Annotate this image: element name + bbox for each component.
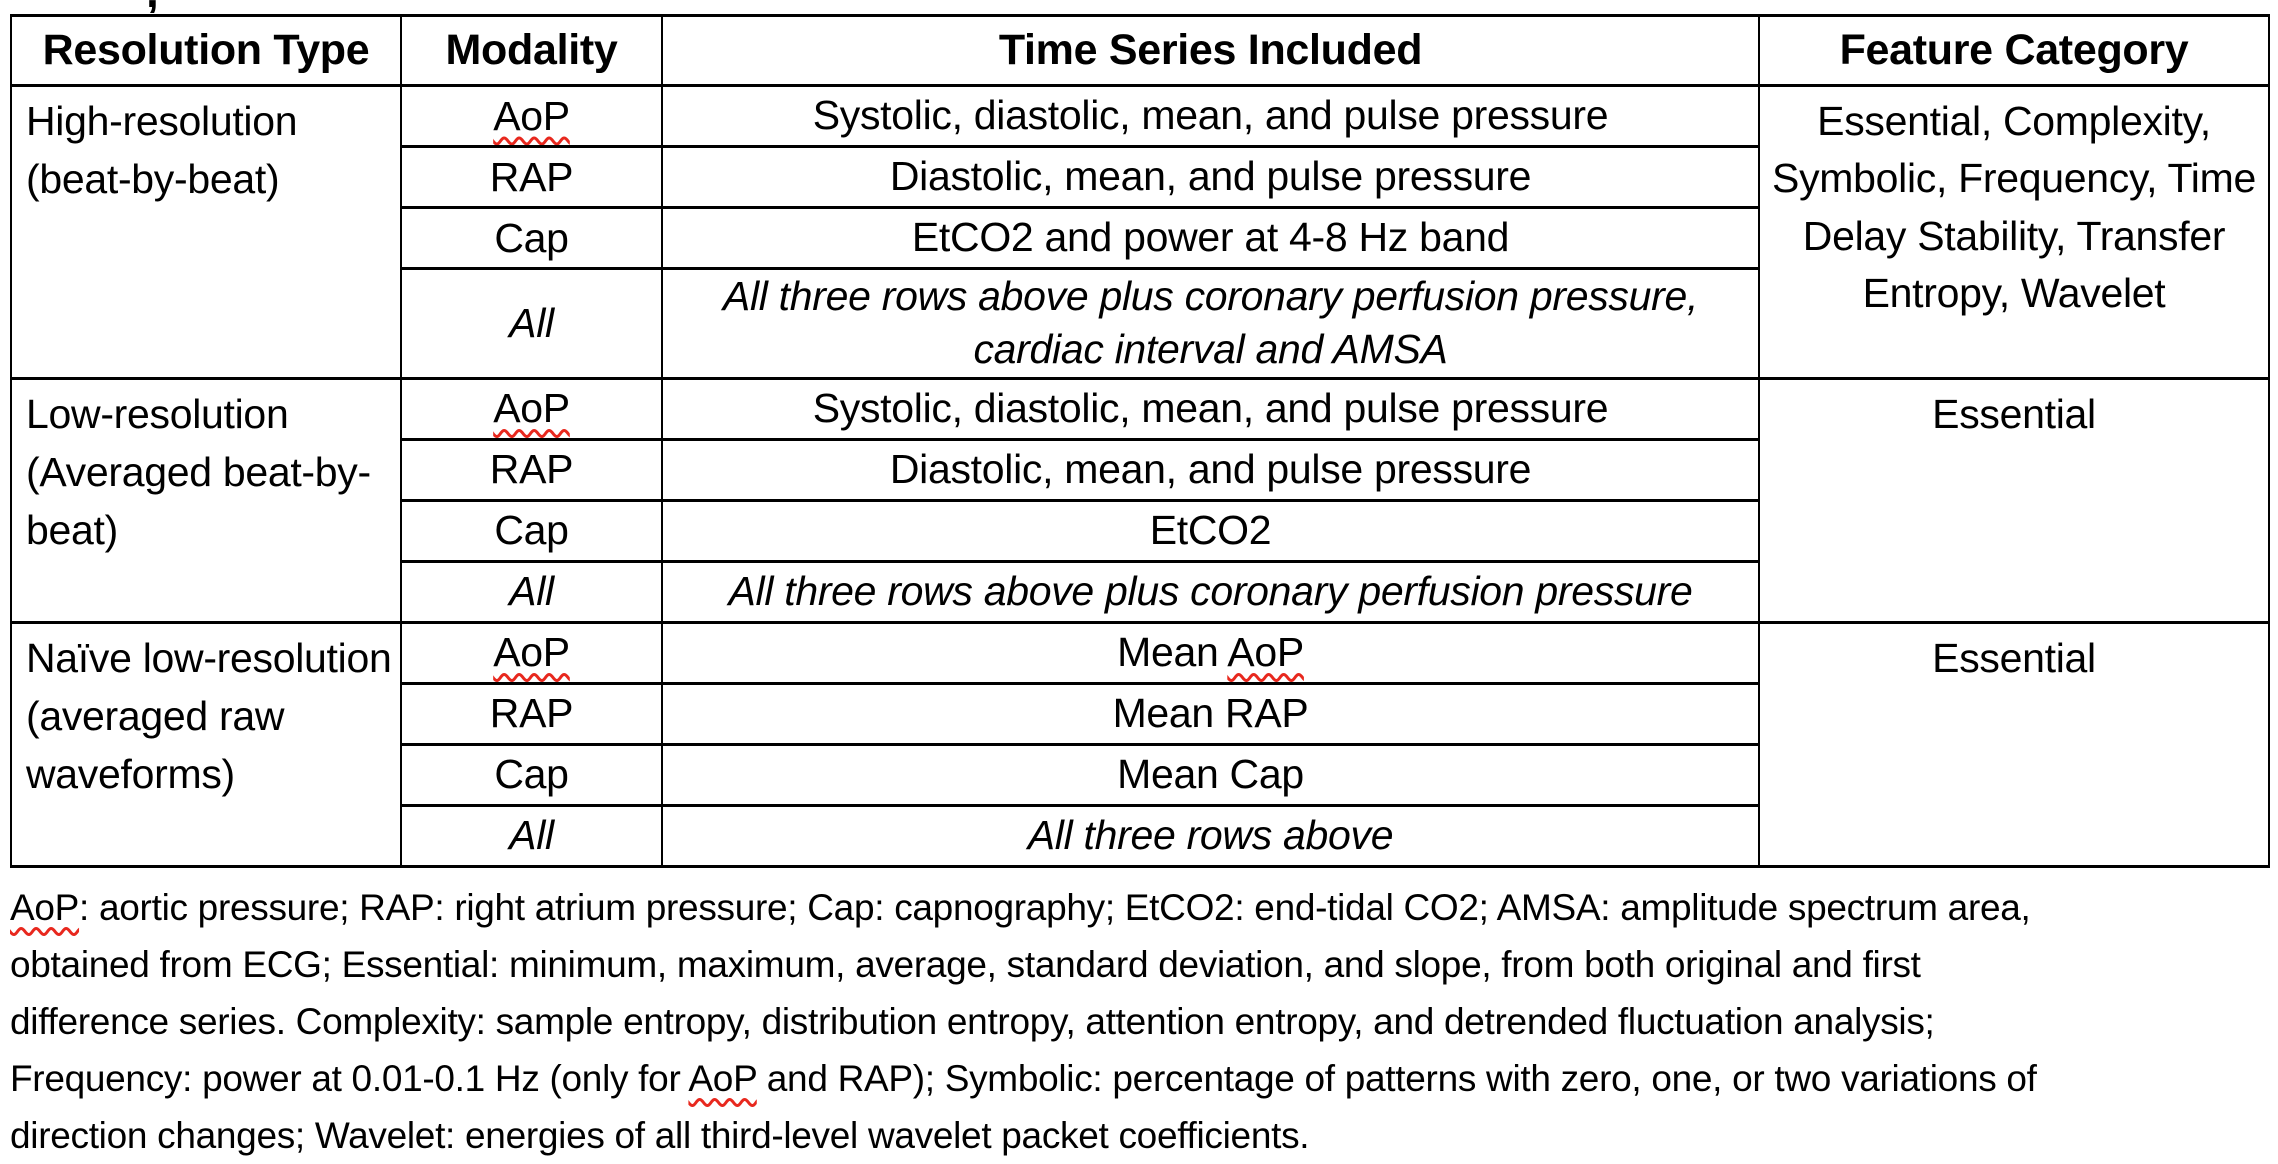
- table-row: Naïve low-resolution (averaged raw wavef…: [10, 620, 2270, 868]
- cell-modality: RAP: [400, 437, 663, 502]
- feature-table: Resolution Type Modality Time Series Inc…: [10, 14, 2270, 868]
- table-row: Cap EtCO2 and power at 4-8 Hz band: [11, 206, 2269, 270]
- misspelled-word: AoP: [10, 887, 80, 928]
- footnote-line: direction changes; Wavelet: energies of …: [10, 1115, 1310, 1156]
- cell-series: Systolic, diastolic, mean, and pulse pre…: [661, 84, 1760, 148]
- cell-modality: Cap: [400, 498, 663, 563]
- caption-fragment-glyph: ,: [146, 0, 192, 13]
- cell-modality: All: [400, 267, 663, 380]
- cell-series: Systolic, diastolic, mean, and pulse pre…: [661, 376, 1760, 441]
- col-header-feature-category: Feature Category: [1758, 14, 2270, 87]
- footnote-line: AoP: aortic pressure; RAP: right atrium …: [10, 879, 2272, 936]
- cell-series: All three rows above plus coronary perfu…: [661, 559, 1760, 624]
- cell-series: All three rows above: [661, 803, 1760, 868]
- misspelled-word: AoP: [493, 629, 570, 676]
- table-row: All All three rows above plus coronary p…: [11, 267, 2269, 380]
- cell-feature-low: Essential: [1758, 376, 2270, 624]
- misspelled-word: AoP: [493, 92, 570, 139]
- cell-modality: AoP: [400, 84, 663, 148]
- table-row: Low-resolution (Averaged beat-by-beat) A…: [10, 376, 2270, 624]
- cell-modality: RAP: [400, 145, 663, 209]
- cell-series: EtCO2: [661, 498, 1760, 563]
- cell-modality: All: [400, 803, 663, 868]
- footnote-line: difference series. Complexity: sample en…: [10, 1001, 1935, 1042]
- cell-feature-high: Essential, Complexity, Symbolic, Frequen…: [1758, 84, 2270, 380]
- table-row: RAP Mean RAP: [11, 681, 2269, 746]
- cell-modality: All: [400, 559, 663, 624]
- cell-modality: AoP: [400, 620, 663, 685]
- table-row: Cap EtCO2: [11, 498, 2269, 563]
- cell-resolution-low: Low-resolution (Averaged beat-by-beat): [10, 376, 402, 624]
- cell-series: Mean Cap: [661, 742, 1760, 807]
- cell-resolution-high: High-resolution (beat-by-beat): [10, 84, 402, 380]
- footnote-text: : aortic pressure; RAP: right atrium pre…: [79, 887, 2031, 928]
- table-row: RAP Diastolic, mean, and pulse pressure: [11, 145, 2269, 209]
- series-text: Mean: [1117, 628, 1228, 675]
- footnote-text: Frequency: power at 0.01-0.1 Hz (only fo…: [10, 1058, 689, 1099]
- table-row: RAP Diastolic, mean, and pulse pressure: [11, 437, 2269, 502]
- col-header-modality: Modality: [400, 14, 663, 87]
- header-row: Resolution Type Modality Time Series Inc…: [10, 14, 2270, 87]
- misspelled-word: AoP: [688, 1058, 757, 1099]
- table-row: Cap Mean Cap: [11, 742, 2269, 807]
- cell-series: All three rows above plus coronary perfu…: [661, 267, 1760, 380]
- cell-series: Diastolic, mean, and pulse pressure: [661, 437, 1760, 502]
- cell-series: Mean RAP: [661, 681, 1760, 746]
- cell-series: Mean AoP: [661, 620, 1760, 685]
- footnote-line: Frequency: power at 0.01-0.1 Hz (only fo…: [10, 1050, 2272, 1107]
- cell-series: EtCO2 and power at 4-8 Hz band: [661, 206, 1760, 270]
- table-row: High-resolution (beat-by-beat) AoP Systo…: [10, 84, 2270, 380]
- footnote-line: obtained from ECG; Essential: minimum, m…: [10, 944, 1921, 985]
- footnote-text: and RAP); Symbolic: percentage of patter…: [756, 1058, 2037, 1099]
- col-header-resolution-type: Resolution Type: [10, 14, 402, 87]
- misspelled-word: AoP: [493, 385, 570, 432]
- cell-modality: Cap: [400, 206, 663, 270]
- table-row: All All three rows above plus coronary p…: [11, 559, 2269, 624]
- cell-feature-naive: Essential: [1758, 620, 2270, 868]
- misspelled-word: AoP: [1227, 628, 1304, 675]
- caption-fragment: ,: [146, 0, 192, 13]
- table-row: All All three rows above: [11, 803, 2269, 868]
- col-header-time-series: Time Series Included: [661, 14, 1760, 87]
- cell-resolution-naive: Naïve low-resolution (averaged raw wavef…: [10, 620, 402, 868]
- cell-modality: Cap: [400, 742, 663, 807]
- cell-modality: AoP: [400, 376, 663, 441]
- footnote: AoP: aortic pressure; RAP: right atrium …: [10, 879, 2272, 1164]
- cell-series: Diastolic, mean, and pulse pressure: [661, 145, 1760, 209]
- cell-modality: RAP: [400, 681, 663, 746]
